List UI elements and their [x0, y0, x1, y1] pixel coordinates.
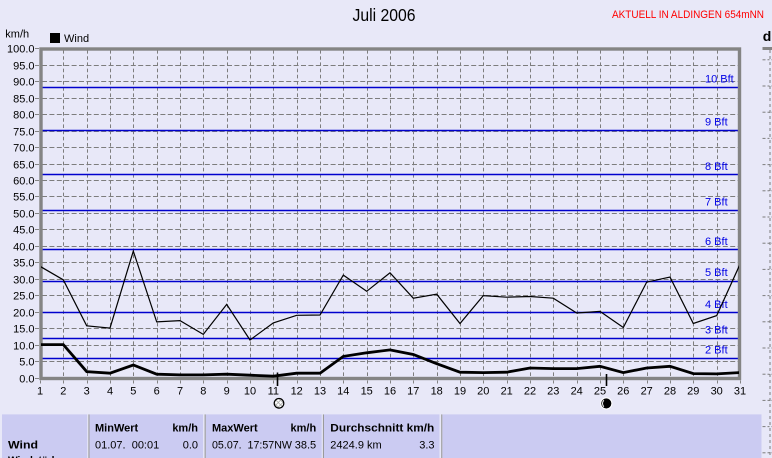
svg-text:29: 29 — [687, 385, 699, 397]
svg-text:0.0: 0.0 — [19, 374, 34, 386]
svg-text:Wind: Wind — [64, 33, 89, 45]
svg-text:31: 31 — [734, 385, 746, 397]
svg-text:Juli 2006: Juli 2006 — [353, 5, 416, 25]
svg-text:26: 26 — [617, 385, 629, 397]
svg-text:30: 30 — [711, 385, 723, 397]
svg-text:5: 5 — [130, 385, 136, 397]
svg-text:22: 22 — [524, 385, 536, 397]
svg-text:40.0: 40.0 — [13, 242, 34, 254]
svg-text:27: 27 — [641, 385, 653, 397]
svg-text:11: 11 — [268, 385, 279, 397]
svg-text:AKTUELL IN ALDINGEN 654mNN: AKTUELL IN ALDINGEN 654mNN — [612, 9, 764, 21]
svg-text:16: 16 — [384, 385, 396, 397]
svg-text:6: 6 — [154, 385, 160, 397]
svg-text:9: 9 — [224, 385, 230, 397]
svg-text:15: 15 — [361, 385, 373, 397]
svg-text:d: d — [763, 28, 772, 44]
svg-text:12: 12 — [291, 385, 303, 397]
svg-text:km/h: km/h — [172, 422, 198, 434]
svg-text:9 Bft: 9 Bft — [705, 116, 728, 128]
svg-text:75.0: 75.0 — [13, 127, 34, 139]
svg-text:10: 10 — [244, 385, 256, 397]
svg-text:28: 28 — [664, 385, 676, 397]
svg-text:10 Bft: 10 Bft — [705, 73, 734, 85]
svg-text:21: 21 — [501, 385, 513, 397]
svg-text:Windstärke: Windstärke — [8, 455, 63, 458]
svg-text:70.0: 70.0 — [13, 143, 34, 155]
svg-text:30.0: 30.0 — [13, 275, 34, 287]
svg-text:20.0: 20.0 — [13, 308, 34, 320]
svg-text:4 Bft: 4 Bft — [705, 299, 728, 311]
svg-text:5.0: 5.0 — [19, 357, 34, 369]
svg-text:4: 4 — [107, 385, 113, 397]
svg-text:100.0: 100.0 — [7, 44, 35, 56]
svg-text:2: 2 — [60, 385, 66, 397]
svg-text:8 Bft: 8 Bft — [705, 161, 728, 173]
svg-text:13: 13 — [314, 385, 326, 397]
svg-text:25.0: 25.0 — [13, 291, 34, 303]
svg-text:95.0: 95.0 — [13, 61, 34, 73]
svg-text:5 Bft: 5 Bft — [705, 267, 728, 279]
svg-text:15.0: 15.0 — [13, 324, 34, 336]
svg-text:20: 20 — [477, 385, 489, 397]
svg-text:45.0: 45.0 — [13, 225, 34, 237]
svg-text:Durchschnitt km/h: Durchschnitt km/h — [330, 422, 434, 434]
svg-text:3: 3 — [84, 385, 90, 397]
svg-text:85.0: 85.0 — [13, 94, 34, 106]
svg-text:38.5: 38.5 — [295, 439, 316, 451]
svg-text:3.3: 3.3 — [419, 439, 434, 451]
svg-text:6 Bft: 6 Bft — [705, 236, 728, 248]
svg-text:14: 14 — [337, 385, 349, 397]
svg-text:60.0: 60.0 — [13, 176, 34, 188]
svg-text:05.07. 17:57NW: 05.07. 17:57NW — [212, 439, 293, 451]
svg-text:8: 8 — [200, 385, 206, 397]
svg-text:km/h: km/h — [5, 29, 29, 41]
svg-text:24: 24 — [571, 385, 583, 397]
svg-text:17: 17 — [407, 385, 419, 397]
svg-text:90.0: 90.0 — [13, 77, 34, 89]
svg-text:25: 25 — [594, 385, 606, 397]
svg-text:23: 23 — [547, 385, 559, 397]
svg-text:3 Bft: 3 Bft — [705, 324, 728, 336]
svg-text:0.0: 0.0 — [183, 439, 198, 451]
svg-text:80.0: 80.0 — [13, 110, 34, 122]
svg-text:1: 1 — [37, 385, 43, 397]
svg-text:55.0: 55.0 — [13, 192, 34, 204]
svg-text:7: 7 — [177, 385, 183, 397]
svg-text:km/h: km/h — [291, 422, 317, 434]
svg-text:10.0: 10.0 — [13, 341, 34, 353]
svg-text:01.07. 00:01: 01.07. 00:01 — [95, 439, 159, 451]
svg-text:65.0: 65.0 — [13, 160, 34, 172]
svg-text:7 Bft: 7 Bft — [705, 196, 728, 208]
svg-text:50.0: 50.0 — [13, 209, 34, 221]
svg-text:35.0: 35.0 — [13, 258, 34, 270]
svg-text:MaxWert: MaxWert — [212, 422, 258, 434]
svg-text:2 Bft: 2 Bft — [705, 345, 728, 357]
svg-text:MinWert: MinWert — [95, 422, 139, 434]
svg-text:19: 19 — [454, 385, 466, 397]
svg-text:2424.9 km: 2424.9 km — [330, 439, 381, 451]
svg-text:18: 18 — [431, 385, 443, 397]
svg-text:Wind: Wind — [8, 440, 38, 452]
